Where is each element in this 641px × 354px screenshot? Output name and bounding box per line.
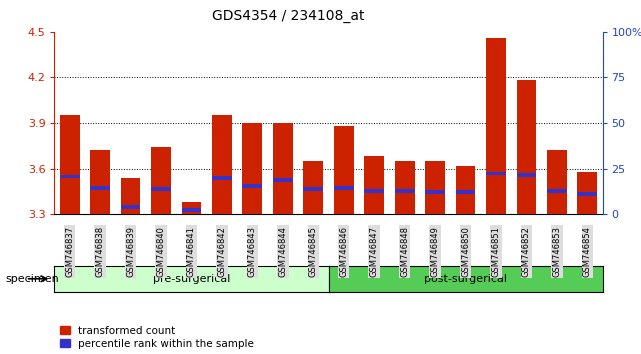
Bar [486, 38, 506, 214]
Bar [242, 123, 262, 214]
Bar [456, 190, 476, 194]
Text: GSM746840: GSM746840 [156, 226, 165, 277]
Text: GSM746853: GSM746853 [553, 226, 562, 277]
Text: GSM746844: GSM746844 [278, 226, 287, 277]
Bar [273, 178, 293, 182]
Text: GSM746837: GSM746837 [65, 226, 74, 277]
Bar [578, 172, 597, 214]
Bar [425, 190, 445, 194]
Bar [395, 189, 415, 193]
Text: GSM746852: GSM746852 [522, 226, 531, 277]
Bar [517, 80, 537, 214]
Bar [547, 150, 567, 214]
Text: GSM746849: GSM746849 [431, 226, 440, 277]
Bar [517, 173, 537, 177]
Bar [334, 186, 354, 190]
Bar [486, 172, 506, 176]
Bar [395, 161, 415, 214]
Text: GSM746847: GSM746847 [370, 226, 379, 277]
Bar [425, 161, 445, 214]
Bar [364, 156, 384, 214]
Bar [273, 123, 293, 214]
Text: GSM746845: GSM746845 [309, 226, 318, 277]
Bar [242, 184, 262, 188]
Text: GSM746854: GSM746854 [583, 226, 592, 277]
Text: GDS4354 / 234108_at: GDS4354 / 234108_at [212, 9, 365, 23]
Bar [60, 175, 79, 178]
Bar [212, 176, 232, 180]
Text: GSM746843: GSM746843 [248, 226, 257, 277]
Text: GSM746851: GSM746851 [492, 226, 501, 277]
Bar [181, 208, 201, 212]
Text: GSM746838: GSM746838 [96, 226, 104, 277]
Text: GSM746846: GSM746846 [339, 226, 348, 277]
Bar [121, 178, 140, 214]
Text: GSM746850: GSM746850 [461, 226, 470, 277]
Legend: transformed count, percentile rank within the sample: transformed count, percentile rank withi… [60, 326, 254, 349]
Bar [456, 166, 476, 214]
Text: GSM746839: GSM746839 [126, 226, 135, 277]
Bar [60, 115, 79, 214]
Bar [181, 202, 201, 214]
Bar [578, 192, 597, 196]
Text: post-surgerical: post-surgerical [424, 274, 507, 284]
Bar [364, 189, 384, 193]
Text: GSM746842: GSM746842 [217, 226, 226, 277]
Bar [303, 161, 323, 214]
Text: pre-surgerical: pre-surgerical [153, 274, 230, 284]
Bar [121, 205, 140, 209]
Bar [151, 187, 171, 190]
Bar [151, 147, 171, 214]
Bar [303, 187, 323, 190]
Text: GSM746848: GSM746848 [400, 226, 409, 277]
Bar [334, 126, 354, 214]
Bar [90, 186, 110, 190]
Bar [90, 150, 110, 214]
Text: specimen: specimen [5, 274, 59, 284]
Text: GSM746841: GSM746841 [187, 226, 196, 277]
Bar [547, 189, 567, 193]
Bar [212, 115, 232, 214]
